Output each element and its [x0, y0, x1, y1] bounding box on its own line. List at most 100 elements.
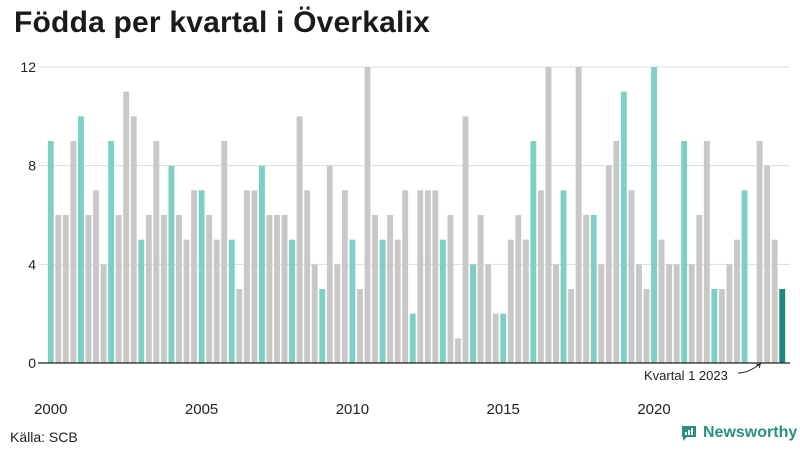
bar	[681, 141, 688, 363]
bar	[734, 239, 740, 363]
bar	[658, 239, 665, 363]
x-tick-label: 2000	[34, 401, 67, 418]
bar	[522, 239, 529, 363]
bar	[598, 264, 605, 363]
annotation-label: Kvartal 1 2023	[644, 368, 728, 383]
bar	[636, 264, 642, 363]
y-tick-label: 8	[28, 158, 36, 174]
bar	[77, 116, 84, 363]
bar	[741, 190, 748, 363]
bar	[560, 190, 567, 363]
bar	[206, 215, 213, 363]
source-note: Källa: SCB	[10, 429, 78, 445]
bar	[364, 67, 371, 363]
bar	[409, 313, 416, 363]
bar	[274, 215, 280, 363]
bar	[326, 165, 333, 363]
bar	[357, 289, 363, 363]
bar	[394, 239, 401, 363]
chart-logo-icon	[682, 426, 696, 441]
bar	[402, 190, 409, 363]
bar	[304, 190, 311, 363]
bar	[553, 264, 559, 363]
bar	[605, 165, 612, 363]
y-tick-label: 4	[28, 256, 36, 272]
bar	[198, 190, 205, 363]
bar	[266, 215, 273, 363]
x-tick-label: 2015	[487, 401, 520, 418]
bar	[568, 289, 575, 363]
bar	[183, 239, 190, 363]
bar	[439, 239, 446, 363]
bar	[575, 67, 582, 363]
bar	[447, 215, 454, 363]
bar	[70, 141, 77, 363]
bar	[379, 239, 386, 363]
bar	[530, 141, 537, 363]
bar	[726, 264, 733, 363]
bar	[703, 141, 710, 363]
bar	[462, 116, 469, 363]
bar	[47, 141, 54, 363]
bar	[771, 239, 778, 363]
bar	[85, 215, 92, 363]
bar	[319, 289, 326, 363]
y-tick-label: 12	[20, 59, 36, 75]
bar	[432, 190, 439, 363]
x-tick-label: 2010	[336, 401, 369, 418]
x-tick-label: 2005	[185, 401, 218, 418]
bar	[168, 165, 175, 363]
bar	[756, 141, 763, 363]
bar	[485, 264, 492, 363]
bar	[500, 313, 507, 363]
bar	[515, 215, 522, 363]
bar	[123, 91, 130, 364]
newsworthy-logo: Newsworthy	[680, 424, 797, 442]
brand-name: Newsworthy	[703, 424, 798, 441]
bar	[100, 264, 107, 363]
chart-title: Födda per kvartal i Överkalix	[14, 6, 430, 39]
bar	[281, 215, 288, 363]
y-tick-label: 0	[28, 355, 36, 371]
logo-bar	[685, 432, 687, 435]
bar	[545, 67, 552, 363]
bar	[643, 289, 650, 363]
bar	[583, 215, 590, 363]
bar	[477, 215, 484, 363]
bar	[176, 215, 182, 363]
bar	[349, 239, 356, 363]
bar	[289, 239, 296, 363]
bar	[130, 116, 137, 363]
bar	[424, 190, 431, 363]
bar	[613, 141, 620, 363]
bar	[145, 215, 152, 363]
bar	[153, 141, 160, 363]
bar	[470, 264, 476, 363]
bar	[334, 264, 341, 363]
logo-bar	[688, 430, 690, 435]
bar	[537, 190, 544, 363]
annotation: Kvartal 1 2023	[644, 363, 761, 383]
bar	[296, 116, 303, 363]
bar	[372, 215, 378, 363]
bar	[711, 289, 718, 363]
bar	[236, 289, 243, 363]
bar	[688, 264, 695, 363]
bar	[138, 239, 145, 363]
bar	[93, 190, 99, 363]
bar	[228, 239, 235, 363]
bar	[221, 141, 228, 363]
bar	[417, 190, 424, 363]
bar	[764, 165, 771, 363]
bar	[492, 313, 499, 363]
bar	[62, 215, 69, 363]
bar	[718, 289, 725, 363]
bar	[590, 215, 597, 363]
bar	[507, 239, 514, 363]
bar	[341, 190, 348, 363]
bar	[160, 215, 167, 363]
bar	[666, 264, 673, 363]
bar	[620, 91, 627, 364]
bar	[258, 165, 265, 363]
